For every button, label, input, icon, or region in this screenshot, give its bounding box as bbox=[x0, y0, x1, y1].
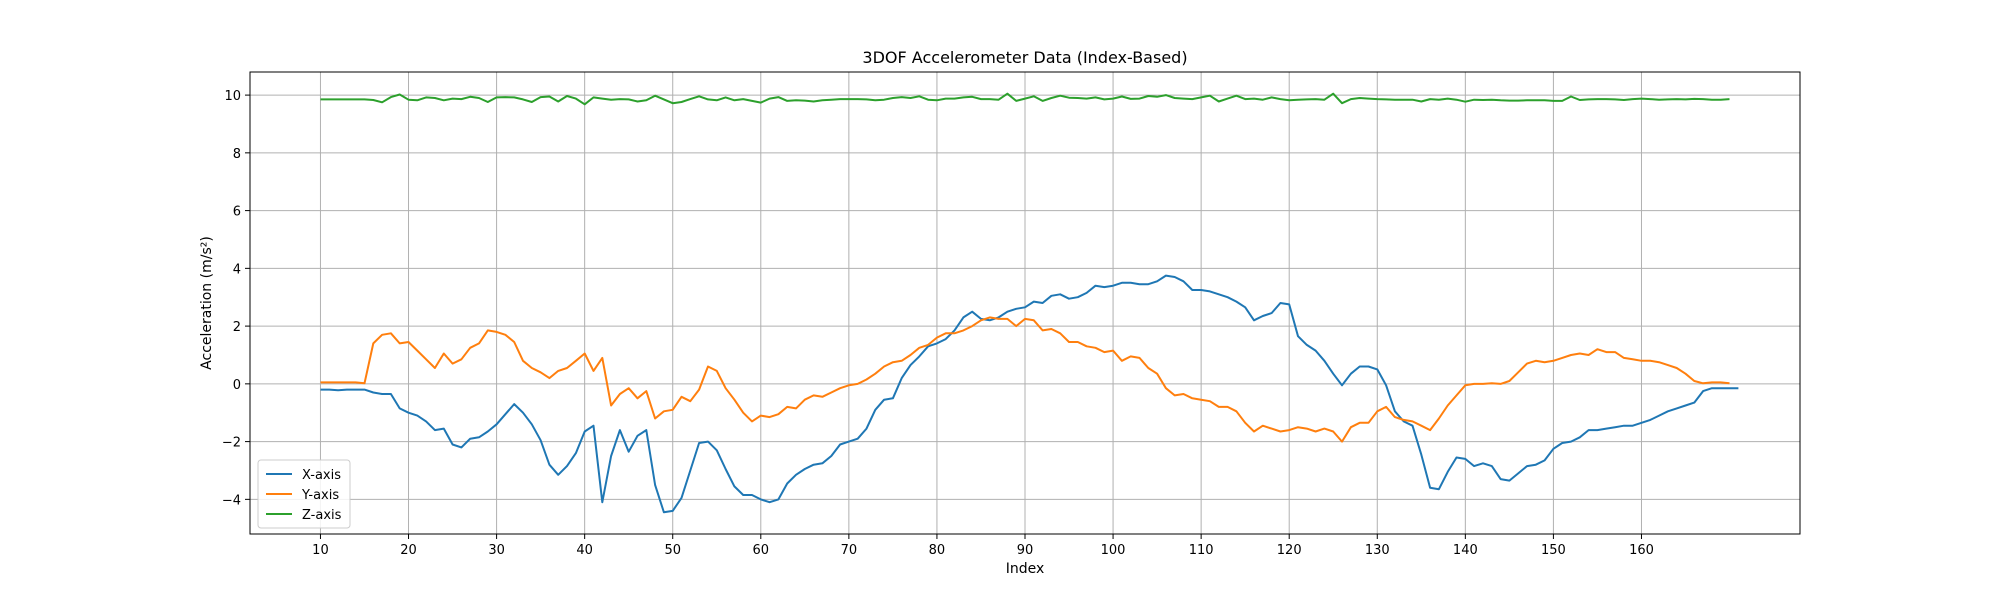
legend: X-axis Y-axis Z-axis bbox=[257, 459, 351, 529]
y-tick-label: −4 bbox=[222, 493, 241, 508]
x-tick-label: 70 bbox=[841, 543, 858, 558]
y-axis-ticks: −4 −2 0 2 4 6 8 10 bbox=[222, 89, 250, 508]
x-axis-ticks: 10 20 30 40 50 60 70 80 90 100 110 120 130 140 150 160 bbox=[312, 534, 1654, 558]
plot-series bbox=[320, 92, 1739, 514]
y-tick-label: 6 bbox=[233, 205, 241, 220]
y-axis-label: Acceleration (m/s²) bbox=[199, 236, 215, 370]
y-tick-label: 2 bbox=[233, 320, 241, 335]
x-tick-label: 40 bbox=[576, 543, 593, 558]
x-tick-label: 90 bbox=[1017, 543, 1034, 558]
x-axis-label: Index bbox=[1006, 561, 1045, 577]
legend-label: X-axis bbox=[302, 468, 341, 483]
x-tick-label: 20 bbox=[400, 543, 417, 558]
x-tick-label: 120 bbox=[1277, 543, 1302, 558]
grid bbox=[250, 72, 1800, 534]
chart-title: 3DOF Accelerometer Data (Index-Based) bbox=[862, 48, 1187, 67]
legend-box bbox=[257, 459, 351, 529]
x-tick-label: 150 bbox=[1541, 543, 1566, 558]
x-tick-label: 60 bbox=[753, 543, 770, 558]
y-tick-label: −2 bbox=[222, 436, 241, 451]
x-tick-label: 140 bbox=[1453, 543, 1478, 558]
x-tick-label: 100 bbox=[1101, 543, 1126, 558]
legend-label: Y-axis bbox=[301, 488, 339, 503]
x-tick-label: 30 bbox=[488, 543, 505, 558]
y-tick-label: 8 bbox=[233, 147, 241, 162]
x-tick-label: 50 bbox=[664, 543, 681, 558]
y-tick-label: 10 bbox=[224, 89, 241, 104]
legend-label: Z-axis bbox=[302, 508, 342, 523]
series-line-x-axis bbox=[320, 274, 1739, 514]
x-tick-label: 130 bbox=[1365, 543, 1390, 558]
x-tick-label: 80 bbox=[929, 543, 946, 558]
y-tick-label: 4 bbox=[233, 262, 241, 277]
x-tick-label: 10 bbox=[312, 543, 329, 558]
y-tick-label: 0 bbox=[233, 378, 241, 393]
series-line-z-axis bbox=[320, 92, 1730, 106]
x-tick-label: 110 bbox=[1189, 543, 1214, 558]
x-tick-label: 160 bbox=[1629, 543, 1654, 558]
series-line-y-axis bbox=[320, 316, 1730, 443]
